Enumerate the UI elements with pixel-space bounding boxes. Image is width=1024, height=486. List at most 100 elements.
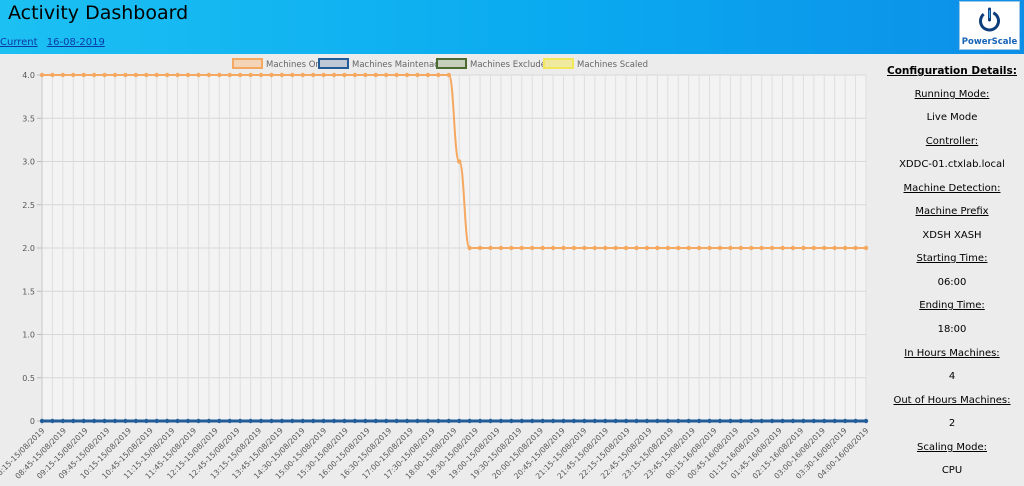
data-point [144,418,149,424]
date-link[interactable]: 16-08-2019 [46,37,105,48]
data-point [363,418,368,424]
activity-chart: 4.03.53.02.52.01.51.00.5008:15-15/08/201… [0,58,871,481]
data-point [488,418,493,424]
data-point [655,418,660,424]
data-point [290,418,295,424]
legend-item[interactable]: Machines Excluded [436,58,551,70]
data-point [60,418,66,424]
legend-item[interactable]: Machines Maintenace [318,58,444,70]
data-point [81,418,86,424]
data-point [269,418,274,424]
data-point [550,245,556,251]
data-point [373,418,378,424]
data-point [404,72,410,78]
data-point [582,245,587,251]
y-tick-label: 3.5 [22,114,35,123]
data-point [227,72,232,78]
config-heading: Configuration Details: [887,65,1017,77]
data-point [509,245,514,251]
data-point [863,418,869,424]
data-point [676,245,681,251]
data-point [102,72,107,78]
data-point [863,245,869,251]
data-point [60,72,66,78]
data-point [467,418,472,424]
data-point [133,418,139,424]
legend-swatch [436,58,467,69]
data-point [644,245,650,251]
data-point [571,245,577,251]
data-point [717,418,723,424]
data-point [519,245,524,251]
data-point [540,418,545,424]
data-point [384,72,389,78]
scaling-mode-value: CPU [941,465,963,476]
y-tick-label: 2.0 [22,244,35,253]
header-bar: Activity Dashboard Current 16-08-2019 Po… [0,0,1024,54]
data-point [530,245,535,251]
legend-swatch [232,58,263,69]
data-point [175,418,180,424]
y-tick-label: 0 [30,417,35,426]
legend-item[interactable]: Machines On [232,58,321,70]
data-point [707,245,712,251]
data-point [321,72,326,78]
data-point [71,72,76,78]
data-point [290,72,295,78]
logo-text: PowerScale [961,37,1018,47]
data-point [790,245,796,251]
data-point [415,418,420,424]
in-hours-value: 4 [948,371,956,382]
data-point [175,72,180,78]
data-point [164,418,170,424]
data-point [321,418,326,424]
data-point [91,418,97,424]
data-point [759,245,764,251]
data-point [780,418,785,424]
data-point [300,418,305,424]
data-point [498,245,504,251]
data-point [457,418,462,424]
data-point [853,245,858,251]
data-point [623,418,629,424]
data-point [530,418,535,424]
data-point [634,418,639,424]
scaling-mode-label: Scaling Mode: [916,442,987,453]
config-panel: Configuration Details: Running Mode: Liv… [880,56,1024,486]
data-point [842,245,848,251]
y-tick-label: 1.5 [22,287,35,296]
data-point [123,72,128,78]
data-point [603,245,608,251]
data-point [415,72,420,78]
data-point [822,245,827,251]
data-point [144,72,149,78]
data-point [384,418,389,424]
data-point [39,418,45,424]
data-point [310,418,316,424]
data-point [749,245,754,251]
data-point [352,72,358,78]
powerscale-logo[interactable]: PowerScale [959,1,1020,50]
data-point [39,72,45,78]
data-point [822,418,827,424]
legend-item[interactable]: Machines Scaled [543,58,648,70]
controller-label: Controller: [925,136,979,147]
current-link[interactable]: Current [0,37,38,48]
data-point [217,72,222,78]
data-point [644,418,650,424]
data-point [613,245,618,251]
data-point [196,418,201,424]
data-point [436,72,441,78]
machine-prefix-value: XDSH XASH [922,230,982,241]
legend-label: Machines Maintenace [352,60,444,70]
legend-swatch [318,58,349,69]
data-point [112,418,118,424]
in-hours-label: In Hours Machines: [904,348,1000,359]
data-point [206,72,212,78]
data-point [164,72,170,78]
data-point [352,418,358,424]
data-point [728,418,733,424]
data-point [665,418,671,424]
data-point [331,418,337,424]
data-point [394,418,399,424]
